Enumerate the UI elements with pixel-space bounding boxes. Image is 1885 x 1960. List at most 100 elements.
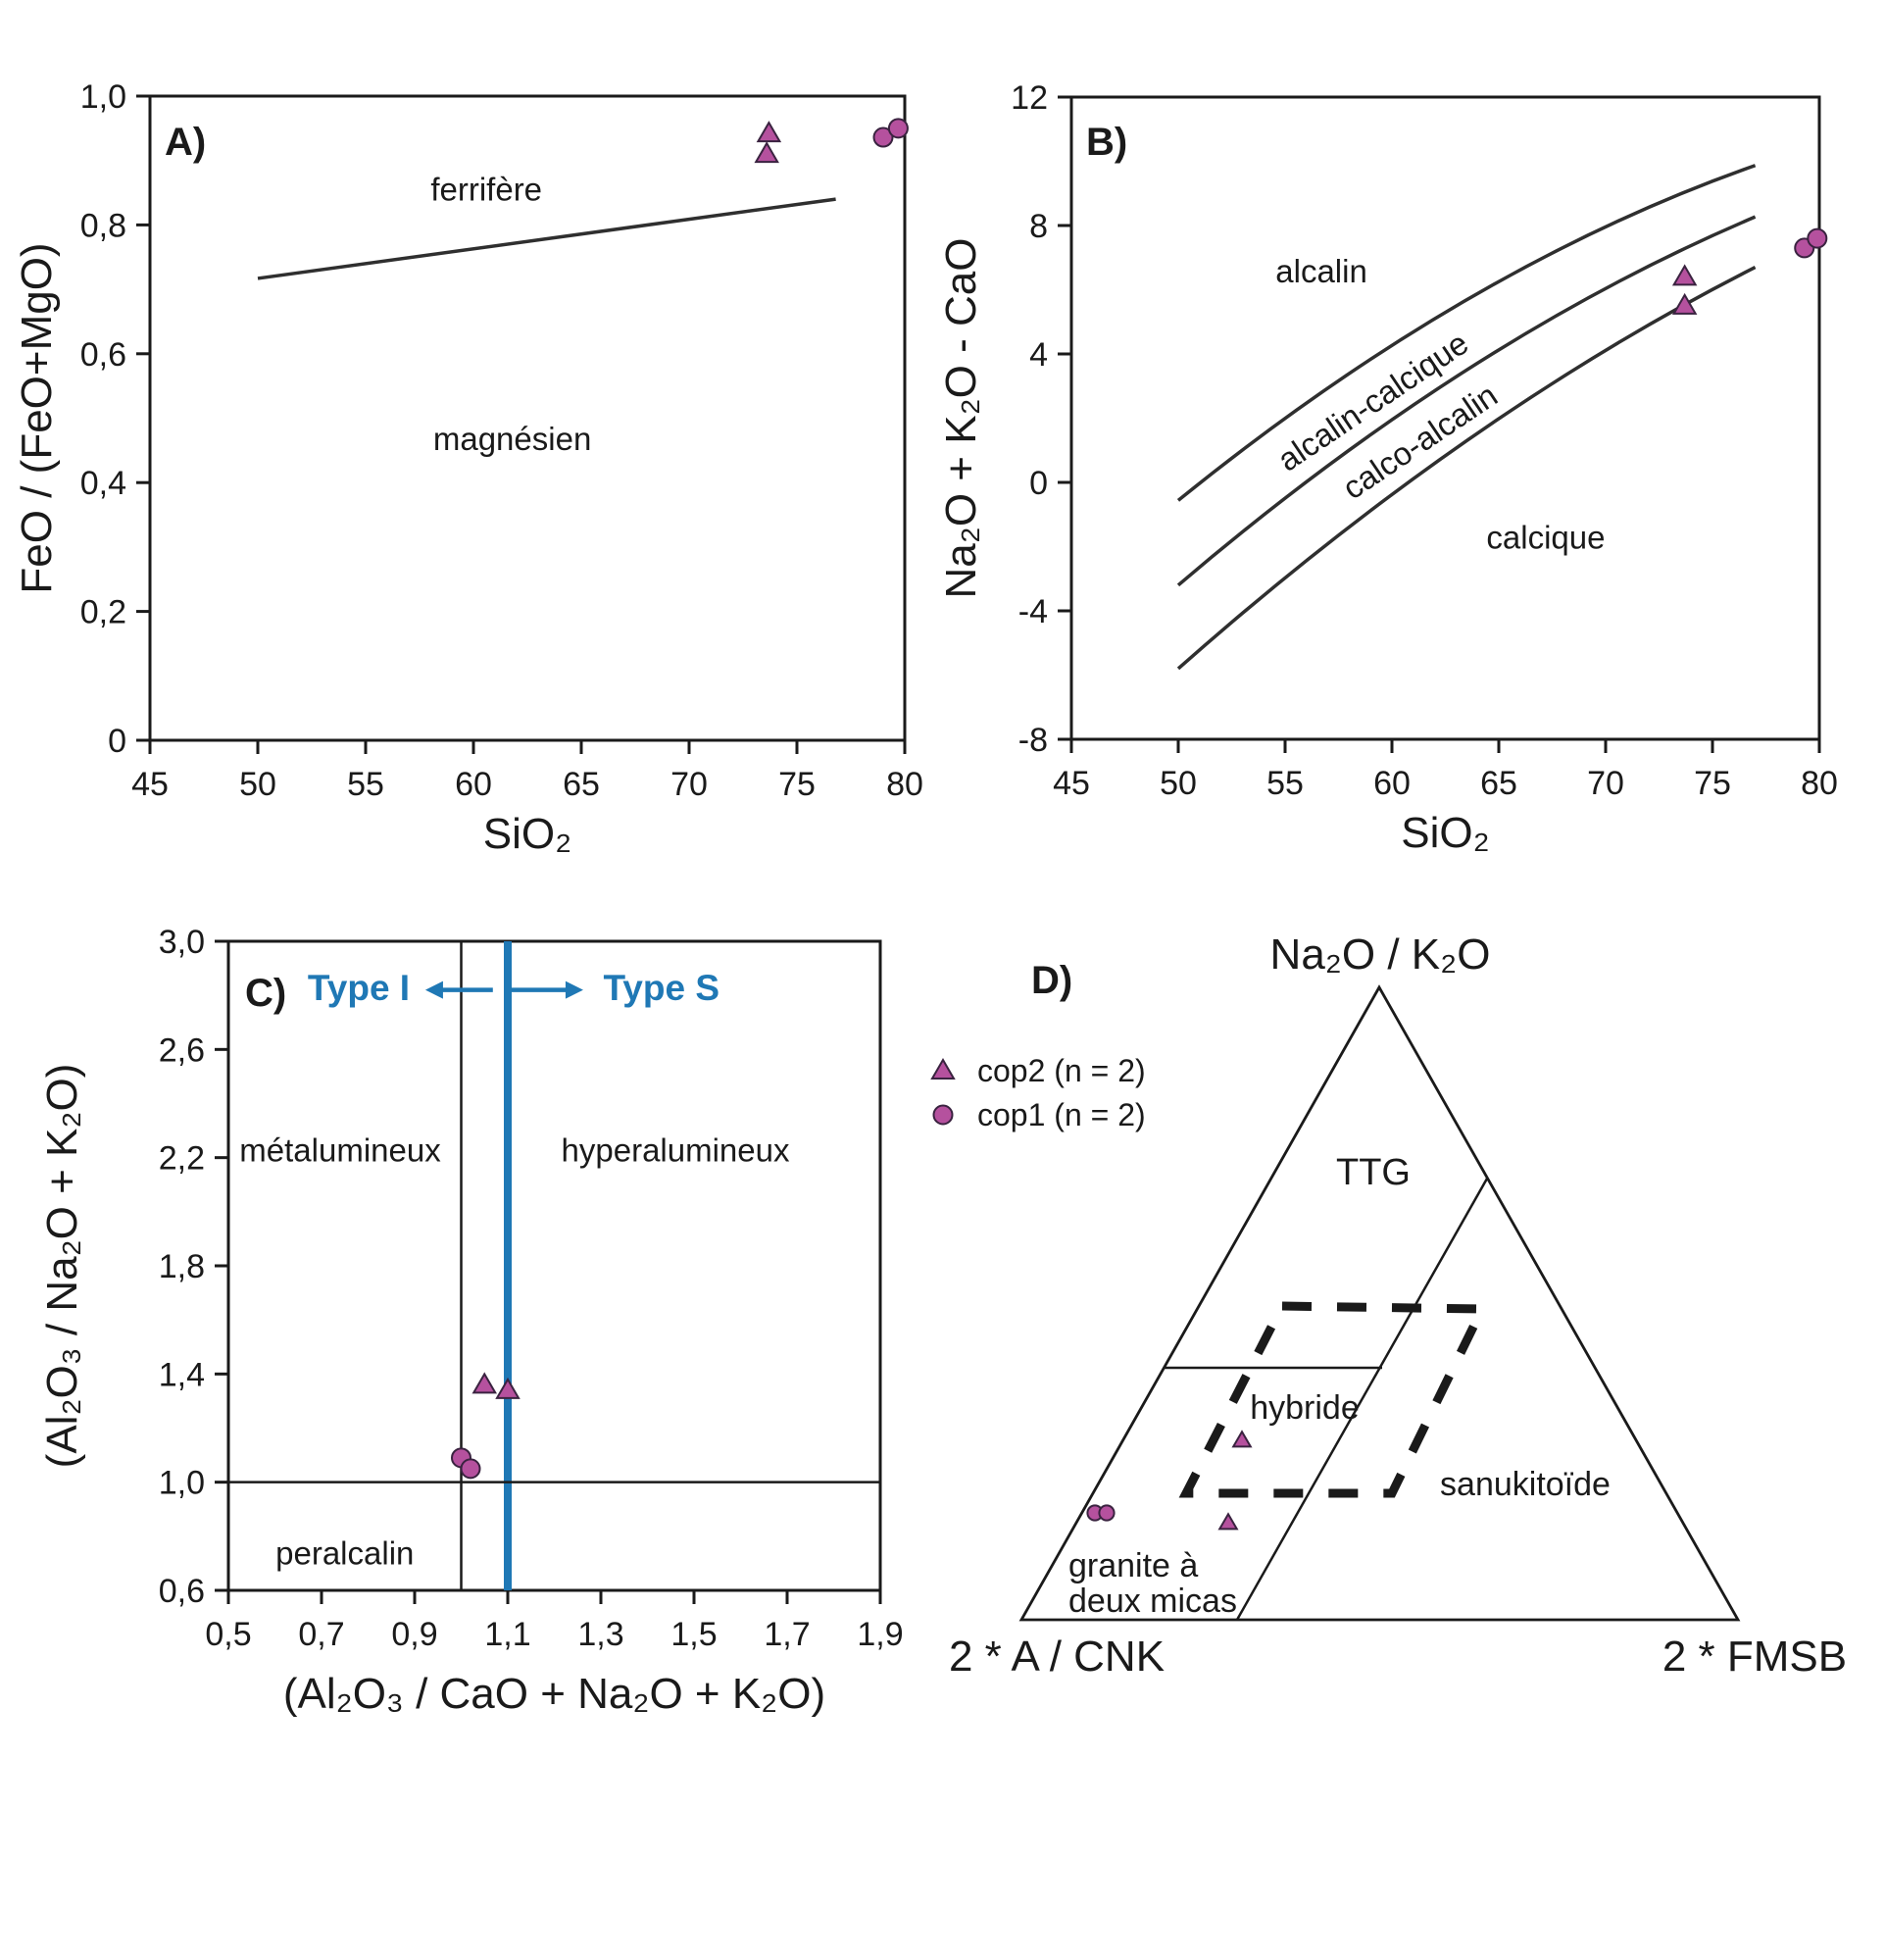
- panel-B-x-tick-label: 45: [1053, 765, 1090, 802]
- panel-B-point-cop2: [1671, 264, 1698, 286]
- panel-C-y-tick-label: 3,0: [159, 924, 205, 961]
- panel-C-x-tick-label: 1,1: [484, 1616, 530, 1653]
- panel-D-region-label: deux micas: [1068, 1583, 1237, 1620]
- panel-A-point-cop1: [887, 118, 909, 139]
- ternary-field-boundary: [1235, 1178, 1489, 1621]
- type-i-arrow-head: [424, 980, 443, 999]
- panel-C-x-tick-label: 1,9: [857, 1616, 903, 1653]
- panel-B-y-tick-label: 0: [1029, 465, 1048, 502]
- hybride-dashed-field: [1178, 1301, 1490, 1498]
- panel-A-x-tick-label: 50: [239, 766, 276, 803]
- panel-D-tag: D): [1031, 959, 1072, 1002]
- panel-A-point-cop1: [872, 126, 894, 148]
- panel-A-x-tick-label: 60: [455, 766, 492, 803]
- panel-B-boundary-curve: [1176, 266, 1757, 671]
- type-i-label: Type I: [308, 968, 410, 1008]
- panel-B-y-axis-title: Na₂O + K₂O - CaO: [937, 238, 985, 599]
- panel-B-x-tick-label: 55: [1266, 765, 1304, 802]
- panel-C-y-tick-label: 1,0: [159, 1465, 205, 1502]
- panel-A-x-axis-title: SiO₂: [483, 810, 571, 858]
- panel-A-x-tick-label: 65: [563, 766, 600, 803]
- panel-C-y-tick-label: 2,2: [159, 1140, 205, 1178]
- panel-C-region-label: métalumineux: [239, 1131, 441, 1168]
- panel-B-x-tick-label: 50: [1160, 765, 1197, 802]
- ternary-left-label: 2 * A / CNK: [949, 1633, 1165, 1681]
- panel-B-tag: B): [1086, 121, 1127, 164]
- panel-B-y-tick-label: 8: [1029, 208, 1048, 245]
- panel-C-region-label: hyperalumineux: [562, 1131, 790, 1168]
- panel-C-x-tick-label: 1,7: [764, 1616, 810, 1653]
- panel-A-y-tick-label: 0,4: [80, 465, 126, 502]
- panel-D-region-label: granite à: [1068, 1547, 1198, 1584]
- legend-marker-triangle: [930, 1058, 956, 1080]
- panel-B-frame: [1069, 95, 1821, 741]
- panel-A-y-tick-label: 0,2: [80, 594, 126, 631]
- panel-A-boundary-line: [257, 197, 836, 280]
- panel-C-x-tick-label: 1,5: [670, 1616, 717, 1653]
- panel-B-y-tick-label: 4: [1029, 336, 1048, 374]
- type-s-arrow-head: [565, 980, 583, 999]
- panel-C-point-cop1: [460, 1458, 481, 1480]
- panel-B-x-tick-label: 70: [1587, 765, 1624, 802]
- legend-label: cop2 (n = 2): [977, 1053, 1146, 1088]
- panel-B-y-tick-label: -8: [1018, 722, 1048, 759]
- ternary-apex-label: Na₂O / K₂O: [1270, 930, 1491, 979]
- panel-B-x-tick-label: 80: [1801, 765, 1838, 802]
- panel-B-boundary-curve: [1176, 164, 1757, 502]
- panel-D-region-label: TTG: [1336, 1152, 1411, 1193]
- panel-A-x-tick-label: 70: [670, 766, 708, 803]
- panel-C-x-tick-label: 1,3: [577, 1616, 623, 1653]
- panel-A-x-tick-label: 80: [886, 766, 923, 803]
- panel-B-region-label: alcalin: [1275, 253, 1367, 289]
- panel-C-y-tick-label: 0,6: [159, 1573, 205, 1610]
- panel-A-y-tick-label: 0,8: [80, 207, 126, 244]
- panel-C-x-tick-label: 0,9: [391, 1616, 437, 1653]
- panel-C-y-tick-label: 1,8: [159, 1248, 205, 1285]
- panel-A-frame: [148, 94, 907, 742]
- panel-C-x-tick-label: 0,7: [298, 1616, 344, 1653]
- panel-B-x-tick-label: 75: [1694, 765, 1731, 802]
- legend-marker-circle: [932, 1104, 954, 1126]
- panel-A-y-tick-label: 0: [108, 723, 126, 760]
- panel-A-y-tick-label: 0,6: [80, 336, 126, 374]
- panel-A-region-label: ferrifère: [430, 172, 542, 208]
- panel-A-x-tick-label: 45: [131, 766, 169, 803]
- panel-C-y-axis-title: (Al₂O₃ / Na₂O + K₂O): [38, 1064, 86, 1469]
- legend-label: cop1 (n = 2): [977, 1097, 1146, 1132]
- ternary-right-label: 2 * FMSB: [1662, 1633, 1847, 1681]
- panel-A-region-label: magnésien: [433, 421, 591, 457]
- panel-C-frame: [226, 939, 882, 1592]
- panel-A-point-cop2: [756, 121, 782, 143]
- panel-A-tag: A): [165, 121, 206, 164]
- panel-B-point-cop1: [1807, 227, 1828, 249]
- ternary-outline: [1018, 984, 1741, 1622]
- panel-A-y-axis-title: FeO / (FeO+MgO): [13, 242, 61, 593]
- panel-D-point-cop2: [1231, 1430, 1253, 1448]
- type-s-label: Type S: [603, 968, 719, 1008]
- panel-A-x-tick-label: 75: [778, 766, 816, 803]
- panel-D-region-label: sanukitoïde: [1440, 1466, 1611, 1503]
- panel-B-y-tick-label: 12: [1011, 79, 1048, 117]
- panel-B-region-label: calcique: [1486, 520, 1605, 556]
- panel-D-point-cop1: [1098, 1504, 1116, 1522]
- panel-B-boundary-curve: [1176, 215, 1757, 587]
- panel-C-y-tick-label: 2,6: [159, 1031, 205, 1069]
- panel-C-point-cop2: [495, 1377, 521, 1399]
- panel-B-x-axis-title: SiO₂: [1401, 809, 1489, 857]
- panel-A-x-tick-label: 55: [347, 766, 384, 803]
- panel-C-tag: C): [245, 972, 286, 1015]
- panel-A-y-tick-label: 1,0: [80, 78, 126, 116]
- panel-C-region-label: peralcalin: [275, 1534, 414, 1571]
- panel-B-y-tick-label: -4: [1018, 593, 1048, 630]
- panel-B-x-tick-label: 65: [1480, 765, 1517, 802]
- panel-D-region-label: hybride: [1250, 1389, 1360, 1427]
- panel-B-x-tick-label: 60: [1373, 765, 1411, 802]
- panel-B-point-cop2: [1671, 292, 1698, 315]
- panel-C-x-axis-title: (Al₂O₃ / CaO + Na₂O + K₂O): [283, 1670, 825, 1718]
- panel-C-y-tick-label: 1,4: [159, 1356, 205, 1393]
- panel-D-point-cop2: [1217, 1512, 1239, 1531]
- panel-C-x-tick-label: 0,5: [205, 1616, 251, 1653]
- panel-C-point-cop2: [471, 1372, 497, 1394]
